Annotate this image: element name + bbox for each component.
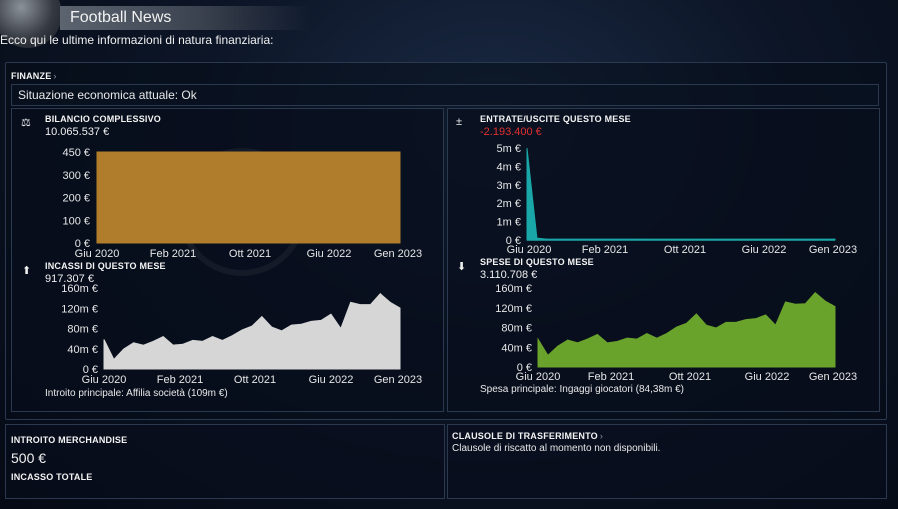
title-bar bbox=[60, 6, 310, 30]
spese-value: 3.110.708 € bbox=[480, 269, 538, 281]
bilancio-y-tick: 0 € bbox=[75, 238, 90, 250]
entrate-uscite-label: ENTRATE/USCITE QUESTO MESE bbox=[480, 114, 631, 124]
clausole-header[interactable]: CLAUSOLE DI TRASFERIMENTO › bbox=[452, 431, 603, 441]
entrate_uscite-y-tick: 5m € bbox=[497, 143, 521, 155]
incassi-label: INCASSI DI QUESTO MESE bbox=[45, 261, 166, 271]
clausole-label: CLAUSOLE DI TRASFERIMENTO bbox=[452, 431, 598, 441]
spese-y-tick: 160m € bbox=[495, 283, 532, 295]
incassi-y-tick: 120m € bbox=[61, 303, 98, 315]
incassi-y-tick: 0 € bbox=[83, 364, 98, 376]
entrate_uscite-x-tick: Giu 2022 bbox=[742, 244, 787, 256]
arrow-down-icon: ⬇ bbox=[457, 261, 467, 273]
entrate_uscite-x-tick: Giu 2020 bbox=[507, 244, 552, 256]
page-title: Football News bbox=[70, 9, 172, 26]
entrate_uscite-y-tick: 3m € bbox=[497, 180, 521, 192]
entrate_uscite-y-tick: 4m € bbox=[497, 161, 521, 173]
header: Football News bbox=[0, 0, 898, 48]
entrate_uscite-y-tick: 2m € bbox=[497, 198, 521, 210]
bilancio-x-tick: Giu 2022 bbox=[307, 248, 352, 260]
arrow-up-icon: ⬆ bbox=[22, 265, 32, 277]
chevron-right-icon: › bbox=[599, 431, 604, 441]
entrate_uscite-x-tick: Feb 2021 bbox=[582, 244, 628, 256]
status-text: Situazione economica attuale: Ok bbox=[18, 88, 197, 102]
bilancio-y-tick: 100 € bbox=[62, 215, 90, 227]
entrate_uscite-y-tick: 1m € bbox=[497, 217, 521, 229]
plus-minus-icon: ± bbox=[456, 116, 463, 128]
spese-y-tick: 80m € bbox=[501, 323, 532, 335]
spese-x-tick: Feb 2021 bbox=[588, 371, 634, 383]
incassi-y-tick: 40m € bbox=[67, 344, 98, 356]
status-box: Situazione economica attuale: Ok bbox=[11, 84, 879, 106]
entrate_uscite-y-tick: 0 € bbox=[506, 235, 521, 247]
merchandise-label: INTROITO MERCHANDISE bbox=[11, 435, 128, 445]
bilancio-y-tick: 200 € bbox=[62, 193, 90, 205]
incassi-x-tick: Ott 2021 bbox=[234, 374, 276, 386]
merchandise-value: 500 € bbox=[11, 450, 47, 466]
finanze-header[interactable]: FINANZE › bbox=[11, 71, 57, 81]
bilancio-area bbox=[96, 151, 401, 244]
bilancio-value: 10.065.537 € bbox=[45, 126, 110, 138]
spese-label: SPESE DI QUESTO MESE bbox=[480, 257, 594, 267]
spese-x-tick: Giu 2022 bbox=[745, 371, 790, 383]
incassi-value: 917.307 € bbox=[45, 273, 94, 285]
spese-x-tick: Giu 2020 bbox=[516, 371, 561, 383]
spese-y-tick: 120m € bbox=[495, 303, 532, 315]
incassi-x-tick: Giu 2020 bbox=[82, 374, 127, 386]
clausole-card bbox=[447, 424, 887, 499]
spese-y-tick: 0 € bbox=[517, 362, 532, 374]
bilancio-x-tick: Feb 2021 bbox=[150, 248, 196, 260]
bilancio-y-tick: 300 € bbox=[62, 170, 90, 182]
bilancio-x-tick: Giu 2020 bbox=[75, 248, 120, 260]
clausole-text: Clausole di riscatto al momento non disp… bbox=[452, 443, 661, 454]
bilancio-x-tick: Ott 2021 bbox=[229, 248, 271, 260]
entrate_uscite-area bbox=[526, 147, 836, 241]
spese-area bbox=[537, 291, 836, 368]
incassi-footnote: Introito principale: Affilia società (10… bbox=[45, 388, 228, 399]
merchandise-sub-label: INCASSO TOTALE bbox=[11, 472, 93, 482]
spese-x-tick: Ott 2021 bbox=[669, 371, 711, 383]
incassi-area bbox=[103, 293, 401, 370]
entrate-uscite-value: -2.193.400 € bbox=[480, 126, 542, 138]
spese-x-tick: Gen 2023 bbox=[809, 371, 857, 383]
entrate_uscite-x-tick: Gen 2023 bbox=[809, 244, 857, 256]
spese-footnote: Spesa principale: Ingaggi giocatori (84,… bbox=[480, 384, 685, 395]
balance-scale-icon: ⚖ bbox=[21, 117, 31, 129]
incassi-x-tick: Feb 2021 bbox=[157, 374, 203, 386]
entrate_uscite-x-tick: Ott 2021 bbox=[664, 244, 706, 256]
finanze-label: FINANZE bbox=[11, 71, 52, 81]
merchandise-card bbox=[5, 424, 445, 499]
incassi-y-tick: 80m € bbox=[67, 324, 98, 336]
incassi-y-tick: 160m € bbox=[61, 283, 98, 295]
bilancio-y-tick: 450 € bbox=[62, 147, 90, 159]
chevron-right-icon: › bbox=[53, 71, 57, 81]
intro-text: Ecco qui le ultime informazioni di natur… bbox=[0, 33, 274, 47]
bilancio-x-tick: Gen 2023 bbox=[374, 248, 422, 260]
spese-y-tick: 40m € bbox=[501, 342, 532, 354]
incassi-x-tick: Gen 2023 bbox=[374, 374, 422, 386]
bilancio-label: BILANCIO COMPLESSIVO bbox=[45, 114, 162, 124]
incassi-x-tick: Giu 2022 bbox=[309, 374, 354, 386]
